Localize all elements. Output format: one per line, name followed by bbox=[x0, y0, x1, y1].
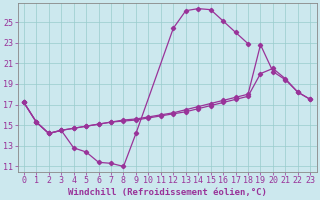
X-axis label: Windchill (Refroidissement éolien,°C): Windchill (Refroidissement éolien,°C) bbox=[68, 188, 267, 197]
